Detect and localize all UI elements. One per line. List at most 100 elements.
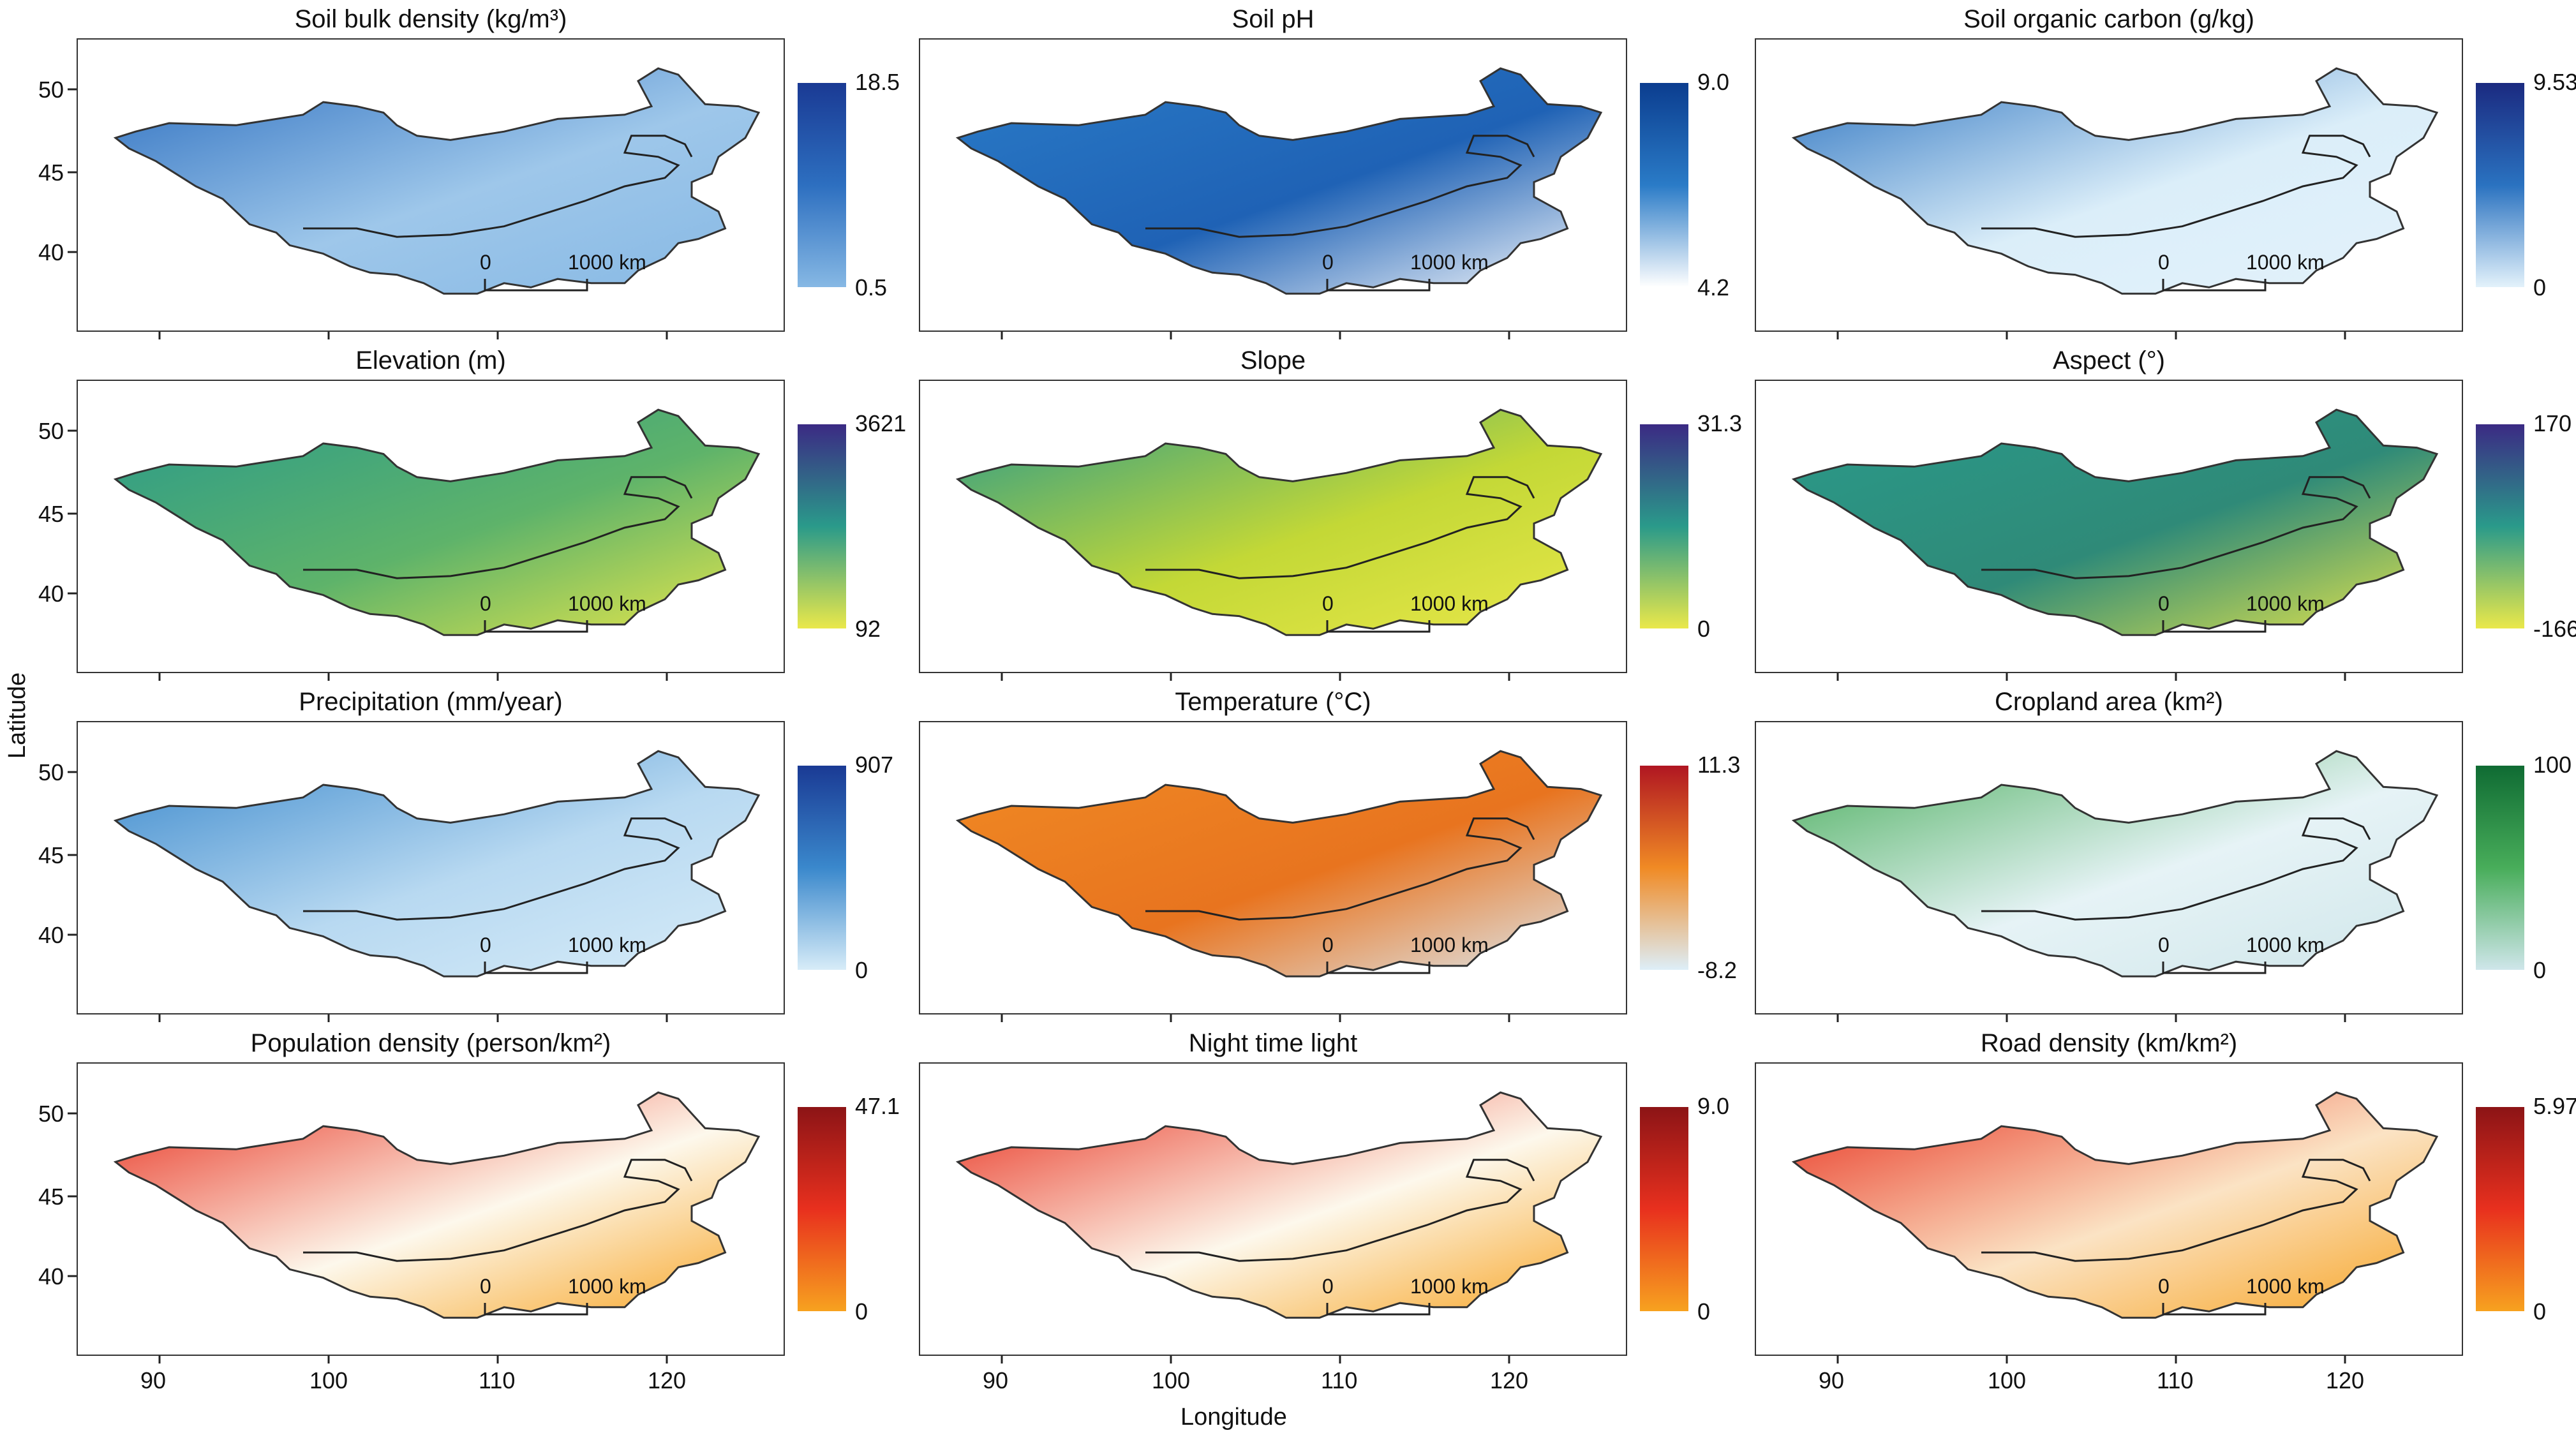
region-map <box>68 750 761 1022</box>
region-map <box>1791 67 2439 339</box>
colorbar <box>798 424 846 628</box>
region-outline <box>1791 750 2439 977</box>
colorbar <box>798 1107 846 1311</box>
colorbar-max-label: 9.0 <box>1697 1093 1730 1119</box>
colorbar-max-label: 9.0 <box>1697 69 1730 95</box>
colorbar-min-label: -8.2 <box>1697 957 1738 983</box>
region-outline <box>1791 408 2439 636</box>
scale-bar <box>484 962 588 974</box>
scale-bar-start: 0 <box>1322 933 1334 956</box>
scale-bar-end: 1000 km <box>568 1275 646 1298</box>
scale-bar <box>2162 1303 2267 1316</box>
scale-bar-start: 0 <box>1322 1275 1334 1298</box>
longitude-tick-label: 100 <box>1152 1367 1191 1393</box>
colorbar <box>2476 424 2524 628</box>
scale-bar-start: 0 <box>2158 251 2170 274</box>
scale-bar-start: 0 <box>2158 1275 2170 1298</box>
longitude-tick-label: 90 <box>1819 1367 1845 1393</box>
colorbar <box>1640 1107 1688 1311</box>
country-boundary <box>303 817 693 921</box>
panel-title: Road density (km/km²) <box>1980 1029 2238 1057</box>
country-boundary <box>1981 1159 2371 1262</box>
colorbar-max-label: 11.3 <box>1697 752 1741 778</box>
country-boundary <box>303 135 693 238</box>
region-map <box>68 67 761 339</box>
region-map <box>1791 750 2439 1022</box>
latitude-tick-label: 45 <box>38 501 64 527</box>
latitude-tick-label: 45 <box>38 1184 64 1210</box>
colorbar-min-label: 0 <box>2533 957 2547 983</box>
colorbar-min-label: 92 <box>855 616 881 642</box>
colorbar <box>1640 766 1688 970</box>
colorbar-max-label: 31.3 <box>1697 410 1743 436</box>
colorbar-max-label: 9.53 <box>2533 69 2576 95</box>
latitude-tick-label: 45 <box>38 160 64 186</box>
scale-bar-end: 1000 km <box>2246 933 2325 956</box>
region-outline <box>113 408 761 636</box>
colorbar-min-label: 0 <box>855 1298 868 1325</box>
scale-bar-start: 0 <box>2158 592 2170 615</box>
region-map <box>955 1091 1603 1364</box>
country-boundary <box>1981 476 2371 579</box>
region-map <box>955 750 1603 1022</box>
panel-title: Soil pH <box>1232 5 1314 33</box>
panel-title: Elevation (m) <box>355 346 506 375</box>
colorbar-min-label: -166 <box>2533 616 2576 642</box>
colorbar-max-label: 3621 <box>855 410 907 436</box>
country-boundary <box>1145 1159 1535 1262</box>
scale-bar <box>2162 279 2267 292</box>
latitude-tick-label: 40 <box>38 581 64 607</box>
country-boundary <box>1145 817 1535 921</box>
region-map <box>1791 408 2439 681</box>
scale-bar <box>484 279 588 292</box>
colorbar-max-label: 100 <box>2533 752 2572 778</box>
scale-bar <box>1326 620 1431 633</box>
country-boundary <box>303 476 693 579</box>
scale-bar-start: 0 <box>480 251 491 274</box>
region-map <box>1791 1091 2439 1364</box>
scale-bar-end: 1000 km <box>1410 933 1489 956</box>
scale-bar <box>1326 962 1431 974</box>
colorbar-min-label: 0 <box>855 957 868 983</box>
latitude-tick-label: 50 <box>38 1101 64 1127</box>
colorbar-min-label: 0 <box>1697 1298 1711 1325</box>
panel-title: Soil organic carbon (g/kg) <box>1963 5 2254 33</box>
panel-title: Temperature (°C) <box>1175 688 1371 716</box>
y-axis-label: Latitude <box>4 672 31 759</box>
scale-bar-end: 1000 km <box>2246 1275 2325 1298</box>
colorbar-min-label: 0 <box>2533 1298 2547 1325</box>
colorbar-min-label: 0 <box>2533 274 2547 301</box>
region-map <box>68 1091 761 1364</box>
scale-bar <box>2162 620 2267 633</box>
scale-bar-end: 1000 km <box>1410 251 1489 274</box>
country-boundary <box>1981 817 2371 921</box>
scale-bar-start: 0 <box>480 933 491 956</box>
scale-bar-end: 1000 km <box>568 251 646 274</box>
longitude-tick-label: 120 <box>1490 1367 1529 1393</box>
colorbar <box>2476 766 2524 970</box>
scale-bar-end: 1000 km <box>568 592 646 615</box>
scale-bar-end: 1000 km <box>568 933 646 956</box>
region-outline <box>113 67 761 295</box>
region-outline <box>955 1091 1603 1319</box>
region-outline <box>955 750 1603 977</box>
latitude-tick-label: 40 <box>38 1263 64 1289</box>
scale-bar-start: 0 <box>1322 592 1334 615</box>
scale-bar <box>484 1303 588 1316</box>
latitude-tick-label: 50 <box>38 759 64 785</box>
colorbar-min-label: 0.5 <box>855 274 888 301</box>
region-map <box>955 408 1603 681</box>
scale-bar-start: 0 <box>480 592 491 615</box>
scale-bar-start: 0 <box>1322 251 1334 274</box>
scale-bar-end: 1000 km <box>2246 592 2325 615</box>
scale-bar-start: 0 <box>480 1275 491 1298</box>
latitude-tick-label: 50 <box>38 77 64 103</box>
scale-bar <box>2162 962 2267 974</box>
longitude-tick-label: 90 <box>983 1367 1009 1393</box>
region-map <box>955 67 1603 339</box>
longitude-tick-label: 100 <box>1988 1367 2027 1393</box>
scale-bar <box>1326 1303 1431 1316</box>
x-axis-label: Longitude <box>1180 1404 1287 1430</box>
scale-bar-end: 1000 km <box>1410 592 1489 615</box>
scale-bar <box>484 620 588 633</box>
